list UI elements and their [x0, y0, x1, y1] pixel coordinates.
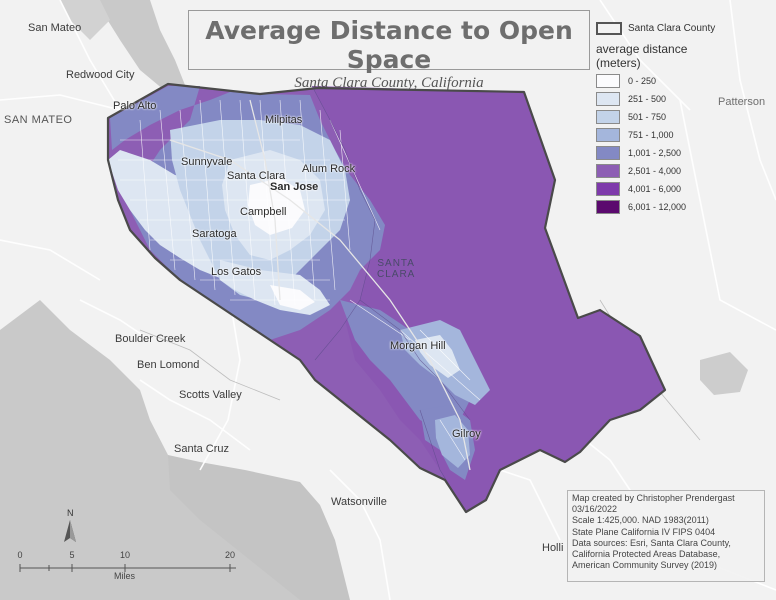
credits-box: Map created by Christopher Prendergast 0… [567, 490, 765, 582]
tract-lines [118, 99, 481, 461]
legend: Santa Clara County average distance (met… [596, 22, 768, 214]
zone-morganhill-light [415, 335, 460, 378]
legend-row: 4,001 - 6,000 [596, 182, 768, 196]
credit-line: California Protected Areas Database, [572, 549, 721, 560]
zone-east-dark [312, 86, 665, 512]
zone-white-core [248, 178, 305, 235]
label-san-mateo-county: SAN MATEO [4, 114, 73, 126]
label-gilroy: Gilroy [452, 428, 481, 440]
legend-swatch [596, 164, 620, 178]
sf-bay [95, 0, 200, 100]
title-box: Average Distance to Open Space Santa Cla… [188, 10, 590, 91]
legend-boundary-label: Santa Clara County [628, 23, 716, 34]
label-los-gatos: Los Gatos [211, 266, 262, 278]
legend-row: 2,501 - 4,000 [596, 164, 768, 178]
label-saratoga: Saratoga [192, 228, 237, 240]
credit-line: 03/16/2022 [572, 504, 618, 515]
scale-tick-label: 20 [224, 550, 236, 560]
monterey-bay [168, 455, 350, 600]
legend-swatch [596, 74, 620, 88]
legend-swatch [596, 110, 620, 124]
legend-row: 6,001 - 12,000 [596, 200, 768, 214]
legend-swatch [596, 182, 620, 196]
north-label: N [67, 508, 74, 518]
scale-units-label: Miles [114, 571, 136, 581]
credit-line: State Plane California IV FIPS 0404 [572, 526, 716, 537]
credit-line: American Community Survey (2019) [572, 560, 718, 571]
scale-tick-label: 10 [119, 550, 131, 560]
legend-swatch [596, 146, 620, 160]
legend-swatch [596, 200, 620, 214]
label-county-name: SANTA CLARA [377, 258, 416, 280]
label-watsonville: Watsonville [331, 496, 387, 508]
legend-row: 751 - 1,000 [596, 128, 768, 142]
label-palo-alto: Palo Alto [113, 100, 157, 112]
scale-tick-label: 0 [17, 550, 23, 560]
sf-bay-south [60, 0, 110, 40]
label-scotts-valley: Scotts Valley [179, 389, 242, 401]
label-boulder-creek: Boulder Creek [115, 333, 186, 345]
label-morgan-hill: Morgan Hill [390, 340, 446, 352]
label-campbell: Campbell [240, 206, 287, 218]
credit-line: Scale 1:425,000. NAD 1983(2011) [572, 515, 709, 526]
credit-line: Data sources: Esri, Santa Clara County, [572, 537, 731, 548]
zone-mid-2 [340, 300, 470, 430]
label-patterson: Patterson [718, 96, 766, 108]
label-ben-lomond: Ben Lomond [137, 359, 200, 371]
county-boundary-swatch [596, 22, 622, 35]
scale-tick-label: 5 [69, 550, 75, 560]
zone-sw [270, 310, 455, 500]
label-hollister: Holli [542, 542, 564, 554]
legend-swatch [596, 92, 620, 106]
label-sunnyvale: Sunnyvale [181, 156, 233, 168]
zone-white-lg [270, 285, 315, 310]
map-title: Average Distance to Open Space [205, 16, 573, 74]
label-redwood-city: Redwood City [66, 69, 135, 81]
legend-row: 501 - 750 [596, 110, 768, 124]
label-santa-clara-city: Santa Clara [227, 170, 286, 182]
legend-row: 0 - 250 [596, 74, 768, 88]
north-arrow-icon [19, 520, 236, 572]
scale-bar: N 0 5 10 20 Miles [14, 508, 254, 588]
label-san-mateo-city: San Mateo [28, 22, 82, 34]
label-san-jose: San Jose [270, 181, 319, 193]
county-boundary [106, 82, 667, 514]
legend-title: average distance (meters) [596, 42, 688, 70]
label-milpitas: Milpitas [265, 114, 303, 126]
legend-row: 1,001 - 2,500 [596, 146, 768, 160]
map-subtitle: Santa Clara County, California [294, 75, 484, 91]
label-santa-cruz: Santa Cruz [174, 443, 230, 455]
label-alum-rock: Alum Rock [302, 163, 356, 175]
highways [169, 99, 471, 471]
credit-line: Map created by Christopher Prendergast [572, 493, 735, 503]
legend-row: 251 - 500 [596, 92, 768, 106]
legend-swatch [596, 128, 620, 142]
reservoir-east [700, 352, 748, 395]
legend-county-boundary: Santa Clara County [596, 22, 768, 35]
legend-classes: 0 - 250 251 - 500 501 - 750 751 - 1,000 … [596, 74, 768, 214]
